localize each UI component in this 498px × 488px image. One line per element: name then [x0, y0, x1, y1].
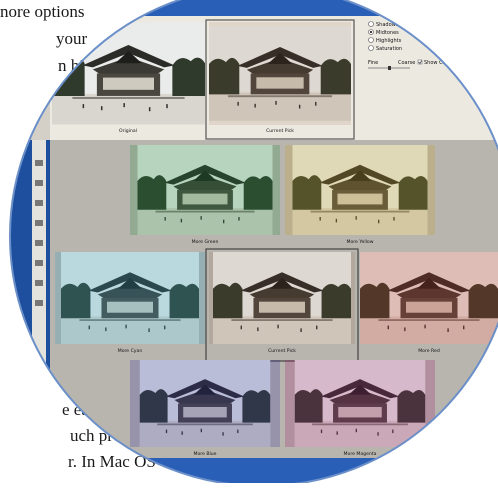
thumb-label: More Blue [193, 451, 216, 457]
thumb-label: More Red [418, 348, 440, 354]
thumb-label: More Magenta [344, 451, 377, 457]
radio-label[interactable]: Midtones [376, 30, 399, 36]
slider-thumb[interactable] [388, 66, 391, 70]
thumb-label: More Yellow [347, 239, 374, 245]
button-label[interactable]: Save [428, 36, 440, 42]
tone-options: Shadows Midtones Highlights Saturation [368, 21, 402, 52]
thumb-label: Current Pick [266, 128, 294, 134]
tint [209, 252, 355, 344]
thumb-label: More Green [192, 239, 219, 245]
tint [285, 145, 435, 235]
current-pick-frame [205, 248, 359, 362]
tint [130, 360, 280, 447]
radio-label[interactable]: Shadows [376, 22, 399, 28]
radio-label[interactable]: Highlights [376, 38, 402, 44]
slider-label: Fine [368, 60, 378, 66]
tint [285, 360, 435, 447]
tint [360, 252, 498, 344]
tint [55, 252, 205, 344]
checkbox-label[interactable]: Show Clipping [424, 60, 459, 66]
tint [130, 145, 280, 235]
save-button[interactable] [423, 32, 445, 43]
variations: More Green More Yellow More Cyan Current Pi… [55, 145, 498, 457]
book-text: nore options [0, 2, 85, 21]
slider-label: Coarse [398, 60, 415, 66]
checkbox[interactable] [417, 59, 423, 65]
radio-label[interactable]: Saturation [376, 46, 402, 52]
thumb-label: Current Pick [268, 348, 296, 354]
book-text: r. In Mac OS [68, 452, 156, 471]
book-text: your [56, 29, 88, 48]
thumb-label: More Cyan [118, 348, 143, 354]
thumb-label: Original [119, 128, 137, 134]
